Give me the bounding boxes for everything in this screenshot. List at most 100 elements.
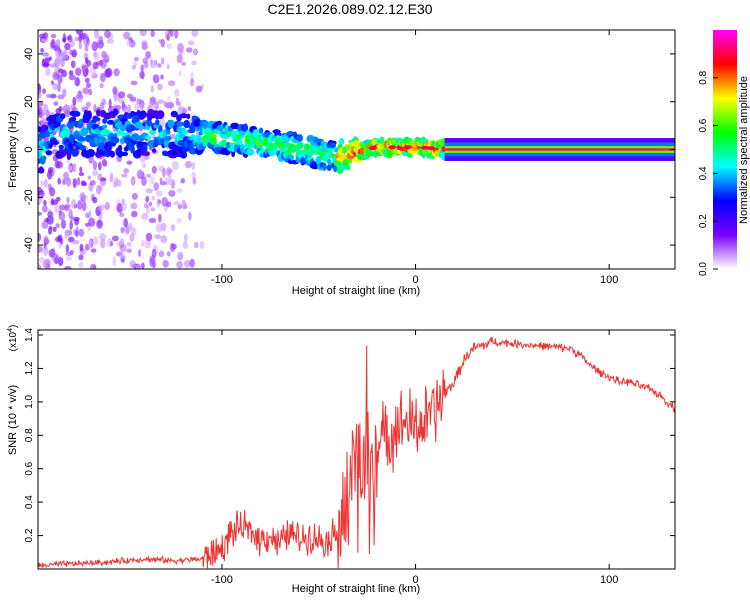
spectrogram-noise-cell [57, 177, 61, 185]
spectrogram-noise-cell [150, 30, 155, 38]
spectrogram-noise-cell [119, 243, 127, 253]
spectrogram-noise-cell [101, 50, 107, 59]
spectrogram-noise-cell [158, 213, 162, 223]
spectrogram-noise-cell [69, 249, 74, 255]
spectrogram-noise-cell [192, 177, 197, 185]
spectrogram-noise-cell [47, 167, 53, 174]
snr-y-tick-label: 0.8 [24, 428, 35, 442]
spectrogram-cell [121, 151, 129, 157]
spectrogram-noise-cell [64, 266, 72, 269]
spectrogram-noise-cell [50, 38, 56, 49]
spectrogram-noise-cell [48, 225, 53, 231]
spectrogram-noise-cell [140, 102, 144, 112]
snr-y-tick-label: 1.4 [24, 328, 35, 342]
spectrogram-noise-cell [97, 220, 102, 227]
spectrogram-noise-cell [130, 80, 138, 86]
spectrogram-cell [236, 139, 243, 145]
spectrogram-marks [38, 30, 675, 269]
colorbar-tick-label: 0.6 [698, 118, 709, 132]
spectrogram-noise-cell [143, 202, 149, 209]
spectrogram-noise-cell [90, 248, 97, 253]
spectrogram-cell [155, 119, 160, 126]
spectrogram-noise-cell [129, 260, 137, 268]
spectrogram-noise-cell [160, 74, 164, 80]
spectrogram-noise-cell [52, 82, 58, 91]
spectrogram-noise-cell [58, 106, 63, 112]
spectrogram-x-tick-label: -100 [211, 274, 233, 286]
snr-y-tick-label: 0.2 [24, 528, 35, 542]
spectrogram-noise-cell [67, 165, 73, 172]
spectrogram-noise-cell [162, 167, 166, 178]
spectrogram-cell [179, 113, 188, 119]
spectrogram-cell [106, 119, 115, 125]
spectrogram-cell [134, 114, 141, 123]
spectrogram-noise-cell [161, 196, 168, 207]
spectrogram-noise-cell [98, 205, 102, 212]
spectrogram-noise-cell [77, 199, 83, 210]
spectrogram-noise-cell [141, 212, 149, 221]
spectrogram-noise-cell [84, 44, 89, 52]
spectrogram-cell [146, 120, 153, 127]
spectrogram-cell [93, 117, 101, 122]
spectrogram-noise-cell [52, 71, 60, 81]
spectrogram-noise-cell [167, 30, 172, 35]
spectrogram-noise-cell [65, 177, 72, 187]
spectrogram-noise-cell [130, 175, 136, 186]
spectrogram-noise-cell [44, 57, 51, 63]
spectrogram-noise-cell [61, 50, 69, 60]
spectrogram-noise-cell [92, 236, 99, 246]
spectrogram-cell [68, 142, 73, 150]
spectrogram-cell [220, 139, 227, 148]
spectrogram-noise-cell [64, 109, 71, 118]
spectrogram-noise-cell [78, 228, 85, 237]
spectrogram-noise-cell [148, 201, 153, 207]
spectrogram-cell [99, 136, 107, 143]
spectrogram-noise-cell [81, 64, 86, 73]
spectrogram-noise-cell [64, 203, 71, 209]
spectrogram-cell [102, 118, 108, 124]
spectrogram-noise-cell [103, 30, 112, 38]
spectrogram-cell [41, 155, 47, 161]
spectrogram-noise-cell [52, 253, 60, 264]
snr-y-multiplier-base: (x10 [8, 331, 19, 351]
spectrogram-noise-cell [92, 196, 98, 204]
spectrogram-cell [326, 164, 332, 171]
spectrogram-noise-cell [168, 189, 176, 197]
spectrogram-cell [296, 134, 303, 142]
spectrogram-noise-cell [113, 68, 120, 77]
snr-y-tick-label: 1.2 [24, 361, 35, 375]
spectrogram-noise-cell [53, 101, 59, 106]
spectrogram-noise-cell [55, 38, 61, 49]
spectrogram-noise-cell [160, 39, 166, 48]
spectrogram-cell [170, 110, 178, 118]
spectrogram-noise-cell [166, 251, 171, 257]
spectrogram-cell [51, 140, 59, 145]
spectrogram-x-label: Height of straight line (km) [292, 285, 420, 297]
spectrogram-noise-cell [121, 100, 126, 109]
spectrogram-cell [87, 150, 94, 156]
spectrogram-peak [427, 146, 436, 151]
spectrogram-noise-cell [144, 238, 152, 249]
spectrogram-noise-cell [41, 37, 49, 43]
spectrogram-carrier-line [444, 148, 675, 151]
spectrogram-noise-cell [184, 259, 191, 268]
snr-x-tick-label: 0 [412, 574, 418, 586]
colorbar-tick-label: 0.2 [698, 214, 709, 228]
spectrogram-noise-cell [153, 59, 158, 66]
spectrogram-noise-cell [149, 257, 155, 268]
spectrogram-noise-cell [104, 161, 108, 167]
spectrogram-noise-cell [166, 33, 171, 41]
spectrogram-noise-cell [42, 32, 49, 40]
spectrogram-noise-cell [85, 57, 89, 64]
spectrogram-cell [337, 143, 343, 149]
spectrogram-noise-cell [46, 215, 54, 225]
spectrogram-noise-cell [171, 243, 177, 250]
spectrogram-cell [68, 134, 76, 143]
spectrogram-peak [403, 145, 412, 150]
spectrogram-cell [274, 132, 282, 137]
spectrogram-noise-cell [38, 106, 43, 116]
spectrogram-cell [164, 135, 172, 141]
spectrogram-noise-cell [104, 201, 110, 211]
spectrogram-noise-cell [173, 88, 180, 97]
spectrogram-noise-cell [38, 262, 41, 269]
